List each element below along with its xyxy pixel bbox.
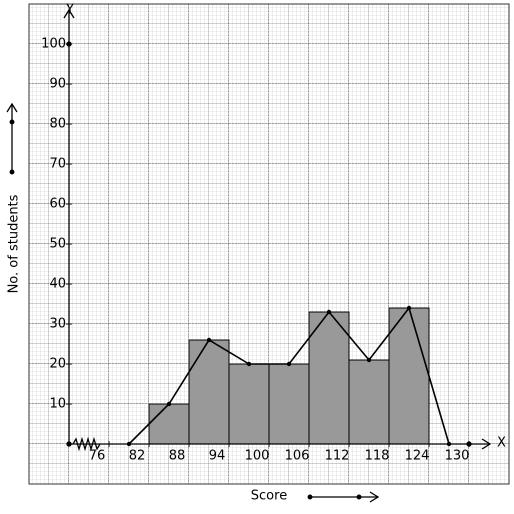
y-tick-label: 20 — [49, 357, 66, 372]
x-tick-label: 94 — [209, 449, 226, 464]
polygon-point — [366, 357, 372, 363]
x-axis-label: Score — [251, 489, 287, 504]
histogram-bar — [188, 339, 230, 445]
x-tick-label: 100 — [245, 449, 270, 464]
y-tick-label: 60 — [49, 197, 66, 212]
histogram-bar — [268, 363, 310, 445]
x-tick-label: 112 — [325, 449, 350, 464]
y-axis-name: Y — [65, 3, 74, 18]
histogram-bar — [388, 307, 430, 445]
polygon-point — [406, 305, 412, 311]
y-tick-label: 40 — [49, 277, 66, 292]
decor-arrows — [6, 41, 472, 503]
polygon-point — [246, 361, 252, 367]
histogram-bar — [348, 359, 390, 445]
y-tick-label: 50 — [49, 237, 66, 252]
y-tick-label: 100 — [41, 37, 66, 52]
histogram-bar — [308, 311, 350, 445]
y-tick-label: 30 — [49, 317, 66, 332]
y-tick-label: 10 — [49, 397, 66, 412]
x-tick-label: 82 — [129, 449, 146, 464]
x-tick-label: 130 — [445, 449, 470, 464]
histogram-bar — [148, 403, 190, 445]
y-tick-label: 70 — [49, 157, 66, 172]
graph-paper — [28, 3, 510, 485]
axes — [63, 8, 492, 452]
polygon-point — [166, 401, 172, 407]
x-tick-label: 88 — [169, 449, 186, 464]
plot-area — [126, 305, 452, 447]
x-tick-label: 118 — [365, 449, 390, 464]
y-axis-label: No. of students — [7, 194, 22, 293]
x-tick-label: 124 — [405, 449, 430, 464]
histogram-bar — [228, 363, 270, 445]
x-tick-label: 76 — [89, 449, 106, 464]
polygon-point — [326, 309, 332, 315]
y-tick-label: 90 — [49, 77, 66, 92]
polygon-point — [206, 337, 212, 343]
x-axis-name: X — [497, 436, 506, 451]
polygon-point — [286, 361, 292, 367]
y-tick-label: 80 — [49, 117, 66, 132]
x-tick-label: 106 — [285, 449, 310, 464]
